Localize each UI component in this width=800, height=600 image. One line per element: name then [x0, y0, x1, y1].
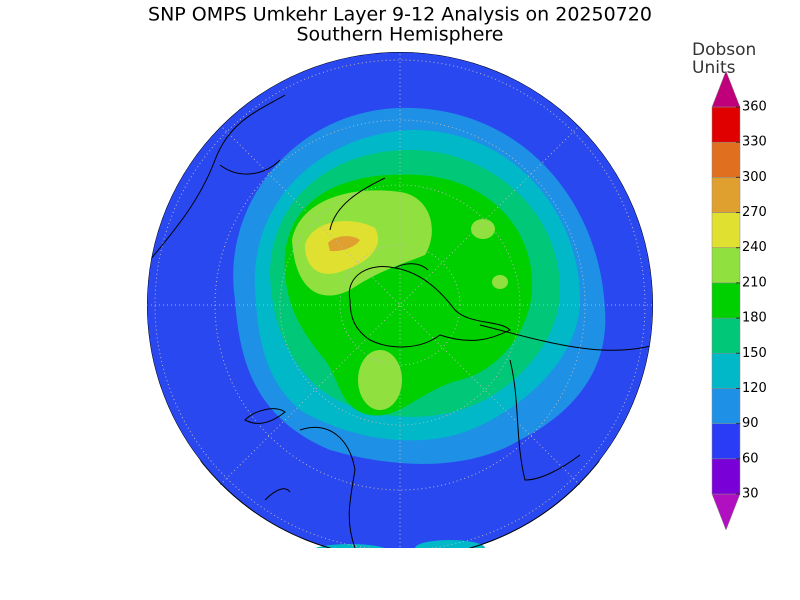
colorbar-extend — [711, 70, 741, 108]
colorbar-label: Units — [692, 58, 736, 78]
colorbar-tick-label: 60 — [742, 451, 759, 466]
colorbar-segment — [711, 106, 741, 143]
colorbar-extend — [711, 493, 741, 531]
colorbar-tick-label: 150 — [742, 346, 767, 361]
colorbar-tick-label: 90 — [742, 416, 759, 431]
coastline — [394, 263, 653, 351]
colorbar-tick-label: 180 — [742, 311, 767, 326]
colorbar-tick-label: 120 — [742, 381, 767, 396]
coastline — [244, 408, 291, 501]
colorbar-tick-label: 360 — [742, 100, 767, 115]
grid-circle — [154, 59, 646, 548]
colorbar-segment — [711, 458, 741, 495]
map-border — [146, 52, 653, 548]
colorbar-segment — [711, 282, 741, 319]
map-title: SNP OMPS Umkehr Layer 9-12 Analysis on 2… — [148, 4, 652, 26]
grid-meridian — [147, 52, 653, 548]
colorbar-segment — [711, 212, 741, 248]
field-contour — [358, 350, 402, 410]
coastline — [348, 266, 511, 348]
colorbar-tick-label: 30 — [742, 487, 759, 502]
colorbar-segment — [711, 141, 741, 178]
colorbar-segment — [711, 317, 741, 354]
colorbar-tick-label: 210 — [742, 275, 767, 290]
colorbar-tick-label: 270 — [742, 205, 767, 220]
colorbar-tick-label: 330 — [742, 135, 767, 150]
colorbar-segment — [711, 423, 741, 460]
field-contour — [310, 544, 390, 548]
colorbar-segment — [711, 353, 741, 389]
field-contour — [492, 275, 508, 289]
colorbar-segment — [711, 177, 741, 213]
field-contour — [415, 540, 485, 548]
field-contour — [328, 236, 360, 252]
colorbar-tick-label: 240 — [742, 240, 767, 255]
map-subtitle: Southern Hemisphere — [296, 24, 503, 46]
colorbar-tick-label: 300 — [742, 170, 767, 185]
colorbar-segment — [711, 388, 741, 424]
colorbar-segment — [711, 247, 741, 284]
coastline — [299, 359, 581, 548]
map — [147, 52, 653, 548]
coastline — [149, 94, 386, 261]
colorbar-label: Dobson — [692, 40, 756, 60]
field-contour — [471, 219, 495, 239]
